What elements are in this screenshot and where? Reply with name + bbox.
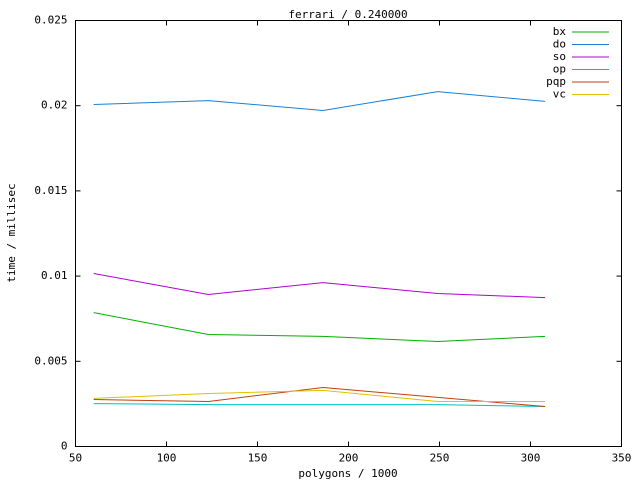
legend-label: op [553, 63, 566, 76]
legend-label: so [553, 50, 566, 63]
x-tick-label: 50 [69, 452, 82, 465]
y-tick-label: 0.025 [34, 14, 67, 27]
series-line [93, 389, 546, 402]
x-tick-label: 350 [612, 452, 632, 465]
x-tick-label: 150 [248, 452, 268, 465]
series-line [93, 403, 546, 407]
x-tick-label: 250 [430, 452, 450, 465]
x-tick-label: 300 [521, 452, 541, 465]
y-tick-label: 0.01 [41, 269, 68, 282]
series-line [93, 273, 546, 299]
y-axis-label: time / millisec [5, 183, 18, 282]
y-tick-label: 0 [61, 440, 68, 453]
series-line [93, 386, 546, 407]
x-tick-label: 100 [157, 452, 177, 465]
legend-label: bx [553, 25, 567, 38]
y-tick-label: 0.02 [41, 99, 68, 112]
legend-label: do [553, 38, 566, 51]
plot-frame [75, 20, 622, 447]
chart-title: ferrari / 0.240000 [288, 8, 407, 21]
legend-label: pqp [546, 75, 566, 88]
x-axis-label: polygons / 1000 [298, 467, 397, 480]
series-line [93, 91, 546, 112]
x-tick-label: 200 [339, 452, 359, 465]
series-line [93, 312, 546, 343]
y-tick-label: 0.005 [34, 354, 67, 367]
y-tick-label: 0.015 [34, 184, 67, 197]
legend-label: vc [553, 88, 566, 101]
